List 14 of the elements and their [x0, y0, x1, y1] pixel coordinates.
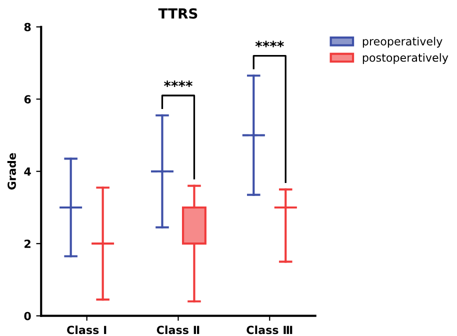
x-tick-label: Class Ⅱ — [156, 326, 200, 334]
y-tick-label: 6 — [24, 95, 31, 104]
y-tick-label: 0 — [24, 312, 31, 320]
x-tick-label: Class Ⅰ — [67, 326, 106, 334]
x-tick-label: Class Ⅲ — [246, 326, 292, 334]
annotation: **** — [164, 80, 192, 87]
y-axis-title: Grade — [7, 153, 16, 190]
y-tick-label: 8 — [24, 22, 31, 32]
chart-title: TTRS — [158, 8, 198, 19]
legend-label: preoperatively — [362, 36, 442, 48]
y-tick-label: 2 — [24, 240, 30, 248]
annotation: **** — [255, 40, 284, 48]
y-tick-label: 4 — [24, 167, 31, 176]
legend-label: postoperatively — [362, 53, 448, 64]
